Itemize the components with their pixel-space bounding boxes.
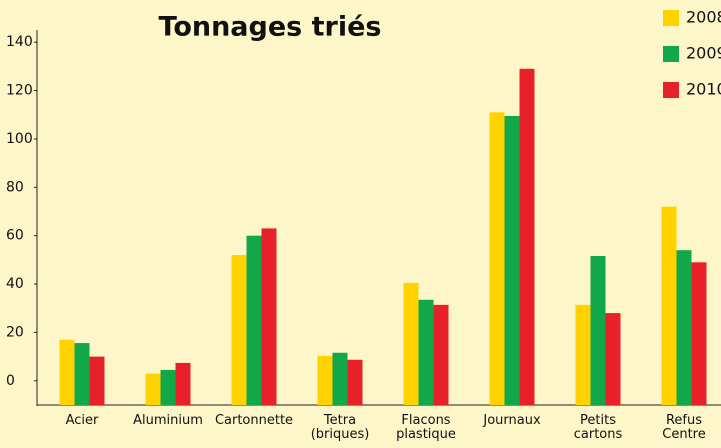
y-tick-label: 0 <box>6 373 15 389</box>
bar <box>317 355 333 405</box>
bar <box>246 235 262 405</box>
legend-label: 2008 <box>686 8 721 27</box>
bar <box>160 369 176 405</box>
y-tick-label: 120 <box>6 83 33 99</box>
bar <box>418 299 434 405</box>
legend-swatch <box>663 82 679 98</box>
bar <box>676 250 692 405</box>
y-tick-label: 60 <box>6 228 24 244</box>
x-tick-label: Flacons plastique <box>396 413 456 442</box>
bar <box>347 359 363 405</box>
bar <box>231 255 247 405</box>
bar <box>489 112 505 406</box>
bar <box>691 262 707 405</box>
x-tick-label: Petits cartons <box>573 413 623 442</box>
bar <box>89 356 105 405</box>
bar <box>261 228 277 405</box>
bar <box>605 313 621 405</box>
bar <box>575 304 591 405</box>
legend-label: 2009 <box>686 44 721 63</box>
bar <box>590 256 606 405</box>
chart-title: Tonnages triés <box>158 12 381 43</box>
legend-label: 2010 <box>686 80 721 99</box>
y-tick-label: 140 <box>6 34 33 50</box>
x-tick-label: Acier <box>65 413 99 428</box>
y-tick-label: 80 <box>6 179 24 195</box>
bar <box>74 343 90 405</box>
bar <box>433 304 449 405</box>
x-tick-label: Aluminium <box>133 413 203 428</box>
y-tick-label: 20 <box>6 324 24 340</box>
bar <box>332 352 348 405</box>
x-tick-label: Cartonnette <box>214 413 294 428</box>
bar <box>504 115 520 405</box>
x-tick-label: Refus Centre <box>662 413 706 442</box>
bar <box>145 373 161 405</box>
bar <box>519 68 535 405</box>
bar <box>661 206 677 405</box>
bar <box>59 339 75 405</box>
y-tick-label: 40 <box>6 276 24 292</box>
x-tick-label: Tetra (briques) <box>310 413 370 442</box>
x-tick-label: Journaux <box>483 413 541 428</box>
bar <box>175 362 191 405</box>
y-tick-label: 100 <box>6 131 33 147</box>
legend-swatch <box>663 46 679 62</box>
legend-swatch <box>663 10 679 26</box>
bar <box>403 282 419 405</box>
